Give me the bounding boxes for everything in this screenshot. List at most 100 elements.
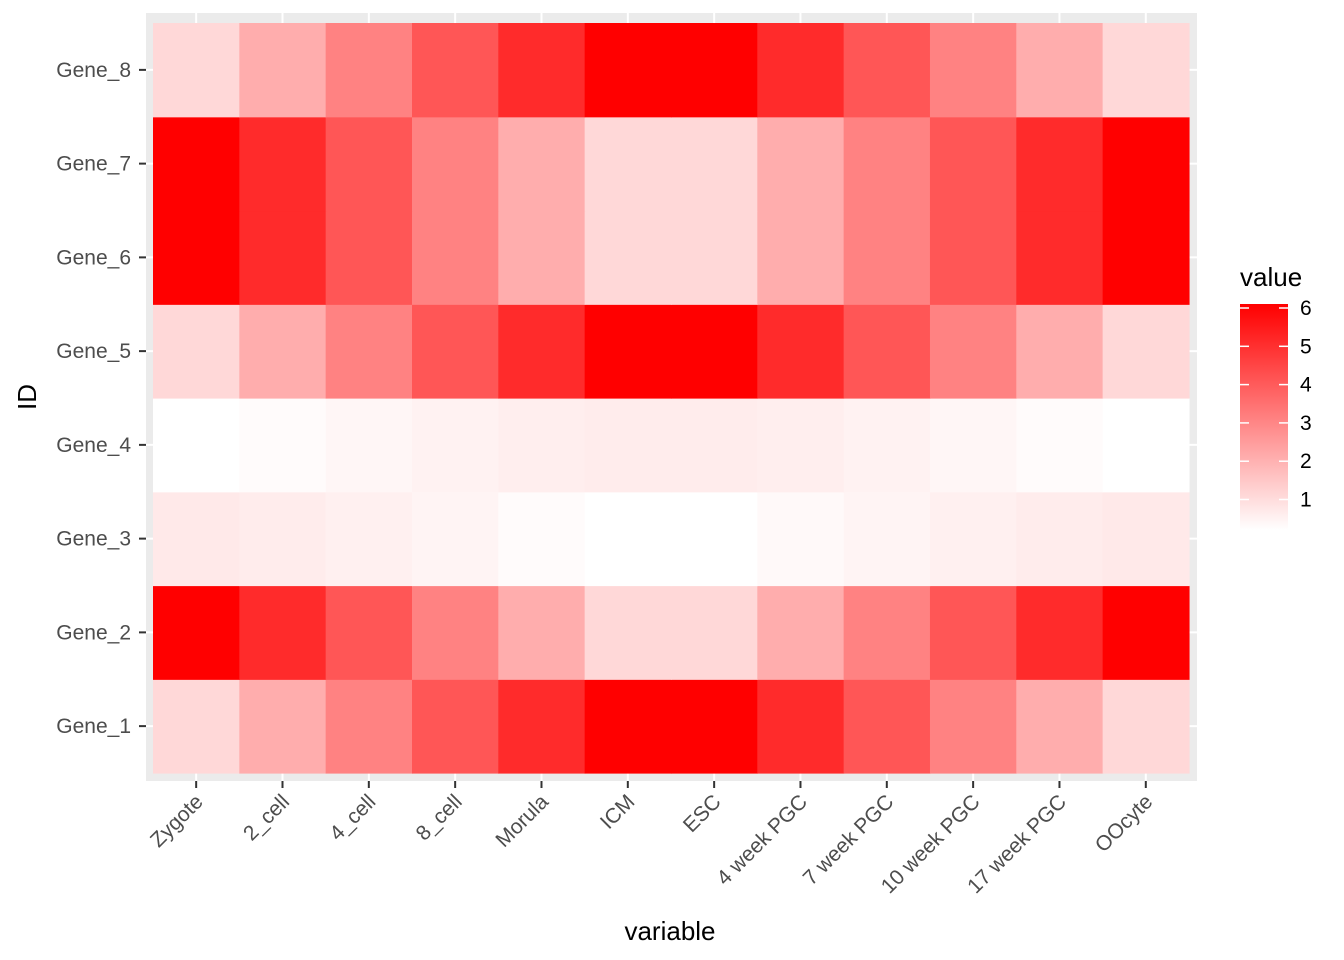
heatmap-cell	[670, 491, 758, 587]
heatmap-cell	[153, 116, 240, 212]
heatmap-cell	[325, 210, 413, 305]
y-tick-label: Gene_6	[56, 246, 131, 269]
heatmap-cell	[1016, 116, 1104, 212]
legend-title: value	[1240, 262, 1302, 292]
heatmap-cell	[584, 585, 672, 680]
heatmap-cell	[153, 398, 240, 493]
heatmap-cell	[153, 679, 240, 774]
heatmap-cell	[325, 491, 413, 587]
heatmap-cell	[411, 23, 499, 118]
heatmap-cell	[239, 116, 327, 212]
heatmap-cell	[757, 23, 845, 118]
heatmap-cell	[757, 116, 845, 212]
heatmap-cell	[1102, 491, 1190, 587]
x-tick-label: 4 week PGC	[712, 790, 812, 890]
heatmap-cell	[670, 23, 758, 118]
legend-tick-label: 3	[1300, 412, 1312, 435]
heatmap-cell	[1016, 23, 1104, 118]
heatmap-cell	[1102, 585, 1190, 680]
heatmap-cell	[584, 210, 672, 305]
x-tick-label: OOcyte	[1091, 790, 1158, 857]
heatmap-cell	[239, 491, 327, 587]
heatmap-cell	[239, 585, 327, 680]
heatmap-cell	[325, 23, 413, 118]
heatmap-cell	[498, 210, 586, 305]
y-tick-label: Gene_2	[56, 621, 131, 644]
heatmap-tiles	[153, 23, 1190, 774]
heatmap-cell	[411, 491, 499, 587]
heatmap-cell	[929, 116, 1017, 212]
heatmap-cell	[757, 491, 845, 587]
heatmap-cell	[843, 304, 931, 399]
y-tick-label: Gene_1	[56, 715, 131, 738]
x-tick-label: 8_cell	[412, 790, 467, 845]
y-tick-label: Gene_7	[56, 153, 131, 176]
heatmap-cell	[153, 585, 240, 680]
heatmap-cell	[498, 491, 586, 587]
heatmap-cell	[325, 585, 413, 680]
heatmap-cell	[1102, 210, 1190, 305]
heatmap-cell	[498, 585, 586, 680]
x-tick-label: ICM	[596, 790, 639, 833]
legend-tick-label: 2	[1300, 450, 1312, 473]
heatmap-cell	[411, 210, 499, 305]
x-tick-label: Zygote	[146, 790, 208, 852]
legend-tick-label: 1	[1300, 489, 1312, 512]
color-legend: value 1 2 3 4 5 6	[1240, 262, 1312, 530]
heatmap-cell	[498, 304, 586, 399]
heatmap-cell	[239, 23, 327, 118]
heatmap-cell	[498, 679, 586, 774]
heatmap-cell	[1102, 679, 1190, 774]
heatmap-cell	[411, 585, 499, 680]
y-axis-title: ID	[12, 384, 42, 410]
heatmap-cell	[411, 304, 499, 399]
heatmap-cell	[843, 491, 931, 587]
heatmap-cell	[498, 23, 586, 118]
heatmap-cell	[1016, 491, 1104, 587]
heatmap-cell	[584, 398, 672, 493]
heatmap-cell	[325, 679, 413, 774]
heatmap-cell	[1016, 585, 1104, 680]
heatmap-cell	[584, 116, 672, 212]
heatmap-cell	[239, 398, 327, 493]
heatmap-cell	[1016, 210, 1104, 305]
heatmap-cell	[239, 679, 327, 774]
y-tick-label: Gene_3	[56, 528, 131, 551]
heatmap-cell	[929, 491, 1017, 587]
heatmap-cell	[411, 679, 499, 774]
heatmap-cell	[757, 585, 845, 680]
heatmap-cell	[929, 304, 1017, 399]
heatmap-cell	[670, 304, 758, 399]
heatmap-cell	[239, 210, 327, 305]
heatmap-cell	[929, 210, 1017, 305]
heatmap-cell	[1016, 679, 1104, 774]
heatmap-cell	[843, 116, 931, 212]
heatmap-cell	[843, 398, 931, 493]
legend-tick-label: 4	[1300, 374, 1312, 397]
heatmap-cell	[1016, 304, 1104, 399]
heatmap-cell	[153, 210, 240, 305]
heatmap-cell	[498, 398, 586, 493]
legend-colorbar	[1240, 304, 1288, 530]
heatmap-cell	[411, 116, 499, 212]
heatmap-cell	[584, 304, 672, 399]
x-tick-label: 4_cell	[325, 790, 380, 845]
x-tick-label: Morula	[491, 790, 553, 852]
heatmap-cell	[1102, 23, 1190, 118]
heatmap-cell	[153, 304, 240, 399]
heatmap-cell	[411, 398, 499, 493]
heatmap-cell	[843, 679, 931, 774]
heatmap-cell	[325, 398, 413, 493]
heatmap-cell	[153, 491, 240, 587]
heatmap-cell	[325, 304, 413, 399]
heatmap-cell	[1102, 398, 1190, 493]
legend-ticks: 1 2 3 4 5 6	[1240, 297, 1312, 512]
heatmap-cell	[843, 23, 931, 118]
heatmap-cell	[584, 491, 672, 587]
heatmap-cell	[670, 585, 758, 680]
x-axis-title: variable	[624, 916, 715, 946]
heatmap-cell	[1102, 116, 1190, 212]
y-axis: Gene_1 Gene_2 Gene_3 Gene_4 Gene_5 Gene_6 Gene…	[56, 59, 146, 738]
